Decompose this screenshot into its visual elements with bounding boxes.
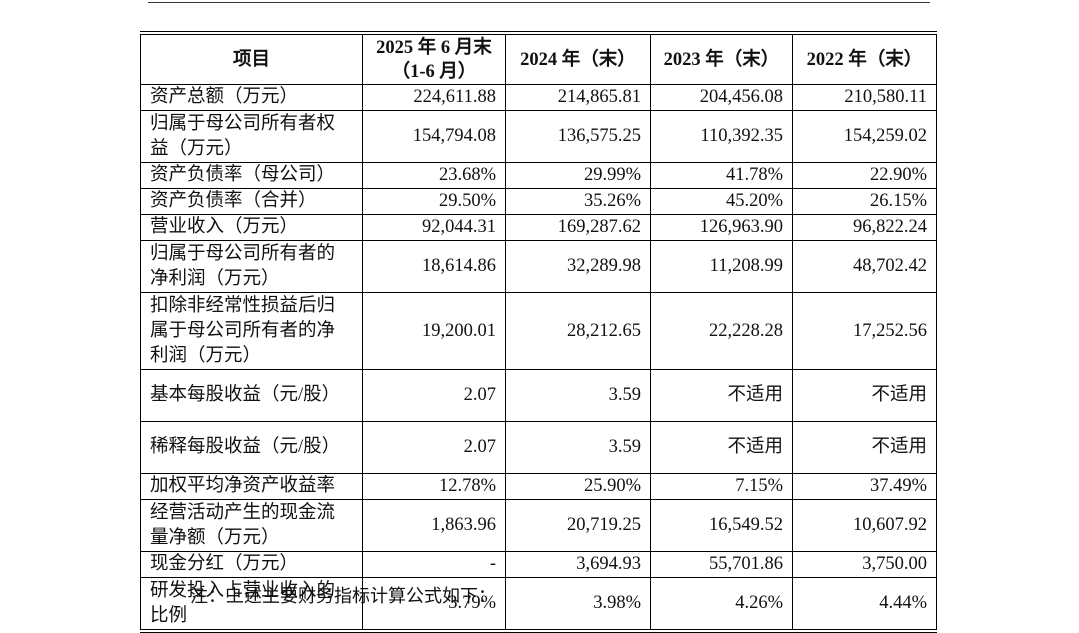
cell: 3.59 — [505, 369, 651, 422]
cell: 18,614.86 — [362, 240, 506, 293]
financial-table: 项目 2025 年 6 月末（1-6 月） 2024 年（末） 2023 年（末） 20… — [140, 31, 937, 633]
cell: 55,701.86 — [650, 551, 793, 578]
cell: 29.99% — [505, 162, 651, 189]
row-label: 基本每股收益（元/股） — [140, 369, 363, 422]
cell: - — [362, 551, 506, 578]
header-cell: 2022 年（末） — [792, 32, 937, 85]
row-label: 资产负债率（母公司） — [140, 162, 363, 189]
cell: 25.90% — [505, 473, 651, 500]
table-row: 营业收入（万元） 92,044.31 169,287.62 126,963.90 96,… — [140, 214, 937, 241]
cell: 3,694.93 — [505, 551, 651, 578]
cell: 28,212.65 — [505, 292, 651, 370]
row-label: 稀释每股收益（元/股） — [140, 421, 363, 474]
cell: 96,822.24 — [792, 214, 937, 241]
cell: 3.59 — [505, 421, 651, 474]
header-cell: 2023 年（末） — [650, 32, 793, 85]
row-label: 资产负债率（合并） — [140, 188, 363, 215]
row-label: 资产总额（万元） — [140, 84, 363, 111]
cell: 不适用 — [792, 421, 937, 474]
header-cell: 2024 年（末） — [505, 32, 651, 85]
cell: 204,456.08 — [650, 84, 793, 111]
cell: 3.98% — [505, 577, 651, 632]
table-row: 资产负债率（母公司） 23.68% 29.99% 41.78% 22.90% — [140, 162, 937, 189]
cell: 26.15% — [792, 188, 937, 215]
table-row: 资产负债率（合并） 29.50% 35.26% 45.20% 26.15% — [140, 188, 937, 215]
cell: 154,259.02 — [792, 110, 937, 163]
cell: 2.07 — [362, 421, 506, 474]
row-label: 归属于母公司所有者权益（万元） — [140, 110, 363, 163]
cell: 45.20% — [650, 188, 793, 215]
cell: 3,750.00 — [792, 551, 937, 578]
cell: 不适用 — [650, 421, 793, 474]
header-row: 项目 2025 年 6 月末（1-6 月） 2024 年（末） 2023 年（末） 20… — [140, 32, 937, 85]
row-label: 归属于母公司所有者的净利润（万元） — [140, 240, 363, 293]
cell: 不适用 — [650, 369, 793, 422]
cell: 20,719.25 — [505, 499, 651, 552]
table-row: 稀释每股收益（元/股） 2.07 3.59 不适用 不适用 — [140, 421, 937, 474]
table-row: 现金分红（万元） -3,694.93 55,701.86 3,750.00 — [140, 551, 937, 578]
header-cell: 2025 年 6 月末（1-6 月） — [362, 32, 506, 85]
table-row: 归属于母公司所有者权益（万元） 154,794.08 136,575.25 110,3… — [140, 110, 937, 163]
cell: 35.26% — [505, 188, 651, 215]
table-row: 基本每股收益（元/股） 2.07 3.59 不适用 不适用 — [140, 369, 937, 422]
cell: 37.49% — [792, 473, 937, 500]
row-label: 加权平均净资产收益率 — [140, 473, 363, 500]
row-label: 营业收入（万元） — [140, 214, 363, 241]
row-label: 扣除非经常性损益后归属于母公司所有者的净利润（万元） — [140, 292, 363, 370]
cell: 126,963.90 — [650, 214, 793, 241]
page: 项目 2025 年 6 月末（1-6 月） 2024 年（末） 2023 年（末） 20… — [140, 2, 937, 633]
cell: 7.15% — [650, 473, 793, 500]
table-row: 加权平均净资产收益率 12.78% 25.90% 7.15% 37.49% — [140, 473, 937, 500]
cell: 154,794.08 — [362, 110, 506, 163]
cell: 10,607.92 — [792, 499, 937, 552]
cell: 110,392.35 — [650, 110, 793, 163]
table-row: 归属于母公司所有者的净利润（万元） 18,614.86 32,289.98 11,20… — [140, 240, 937, 293]
cell: 17,252.56 — [792, 292, 937, 370]
table-row: 资产总额（万元） 224,611.88 214,865.81 204,456.08 21… — [140, 84, 937, 111]
cell: 214,865.81 — [505, 84, 651, 111]
table-row: 扣除非经常性损益后归属于母公司所有者的净利润（万元） 19,200.01 28,21… — [140, 292, 937, 370]
cell: 4.26% — [650, 577, 793, 632]
header-cell: 项目 — [140, 32, 363, 85]
cell: 224,611.88 — [362, 84, 506, 111]
cell: 11,208.99 — [650, 240, 793, 293]
cell: 22.90% — [792, 162, 937, 189]
cell: 19,200.01 — [362, 292, 506, 370]
row-label: 经营活动产生的现金流量净额（万元） — [140, 499, 363, 552]
cell: 不适用 — [792, 369, 937, 422]
cell: 12.78% — [362, 473, 506, 500]
cell: 2.07 — [362, 369, 506, 422]
cell: 210,580.11 — [792, 84, 937, 111]
cell: 92,044.31 — [362, 214, 506, 241]
cell: 23.68% — [362, 162, 506, 189]
cell: 136,575.25 — [505, 110, 651, 163]
row-label: 现金分红（万元） — [140, 551, 363, 578]
cell: 41.78% — [650, 162, 793, 189]
cell: 169,287.62 — [505, 214, 651, 241]
rule — [148, 2, 930, 3]
cell: 32,289.98 — [505, 240, 651, 293]
table-row: 经营活动产生的现金流量净额（万元） 1,863.96 20,719.25 16,549… — [140, 499, 937, 552]
cell: 29.50% — [362, 188, 506, 215]
cell: 48,702.42 — [792, 240, 937, 293]
note: 注：上述主要财务指标计算公式如下： — [190, 586, 496, 606]
cell: 16,549.52 — [650, 499, 793, 552]
cell: 4.44% — [792, 577, 937, 632]
cell: 1,863.96 — [362, 499, 506, 552]
cell: 22,228.28 — [650, 292, 793, 370]
